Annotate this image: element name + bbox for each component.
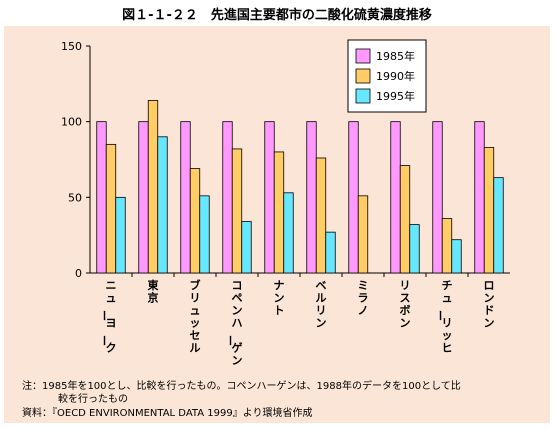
bar-9-series-0 [474, 121, 485, 274]
y-tick-label: 50 [68, 191, 82, 204]
legend-swatch-1 [355, 68, 371, 84]
category-label: ニューヨーク [98, 279, 117, 355]
category-label: コペンハーゲン [224, 279, 243, 367]
note-line-2: 較を行ったもの [58, 394, 128, 405]
bar-8-series-1 [441, 218, 453, 274]
note-line-1: 注：1985年を100とし、比較を行ったもの。コペンハーゲンは、1988年のデー… [22, 381, 461, 392]
bar-6-series-1 [357, 195, 369, 274]
bar-7-series-0 [390, 121, 401, 274]
chart-panel: 0 50 100 150 ニューヨーク 東京 ブリュッセル コペンハーゲン ナント ベルリン ミラノ… [4, 26, 550, 423]
bar-4-series-1 [273, 151, 285, 274]
bar-9-series-2 [493, 177, 504, 274]
bar-1-series-1 [147, 100, 159, 274]
bar-9-series-1 [483, 146, 495, 274]
bar-5-series-0 [306, 121, 317, 274]
bar-5-series-1 [315, 157, 327, 274]
category-label: チューリッヒ [434, 279, 453, 355]
bar-4-series-0 [264, 121, 275, 274]
category-label: ミラノ [358, 279, 369, 317]
bar-8-series-2 [451, 239, 462, 274]
legend-label: 1995年 [376, 89, 415, 103]
category-label: ブリュッセル [190, 278, 201, 355]
y-tick-label: 100 [61, 116, 82, 129]
bar-0-series-1 [105, 143, 117, 274]
legend-label: 1985年 [376, 49, 415, 63]
category-label: ナント [274, 279, 285, 317]
category-label: ベルリン [316, 279, 327, 330]
bar-3-series-0 [222, 121, 233, 274]
bar-0-series-0 [96, 121, 107, 274]
bar-2-series-0 [180, 121, 191, 274]
bar-7-series-1 [399, 165, 411, 274]
bar-3-series-1 [231, 148, 243, 274]
bar-7-series-2 [409, 224, 420, 274]
source-line: 資料：『OECD ENVIRONMENTAL DATA 1999』より環境省作成 [22, 408, 313, 419]
bar-4-series-2 [283, 192, 294, 274]
y-tick-label: 0 [75, 267, 82, 280]
category-label: ロンドン [484, 279, 495, 330]
legend-swatch-2 [355, 88, 371, 104]
category-label: リスボン [400, 279, 411, 330]
bar-5-series-2 [325, 231, 336, 274]
bar-0-series-2 [115, 196, 126, 274]
bar-3-series-2 [241, 221, 252, 274]
bar-chart: 0 50 100 150 ニューヨーク 東京 ブリュッセル コペンハーゲン ナント ベルリン ミラノ… [61, 39, 510, 367]
bar-2-series-2 [199, 195, 210, 274]
legend-swatch-0 [355, 48, 371, 64]
bar-6-series-0 [348, 121, 359, 274]
legend-label: 1990年 [376, 69, 415, 83]
category-label: 東京 [148, 278, 160, 305]
bar-1-series-2 [157, 136, 168, 274]
bar-8-series-0 [432, 121, 443, 274]
bar-1-series-0 [138, 121, 149, 274]
y-tick-label: 150 [61, 40, 82, 53]
bar-2-series-1 [189, 168, 201, 274]
figure-title: 図１-１-２２ 先進国主要都市の二酸化硫黄濃度推移 [122, 8, 432, 23]
